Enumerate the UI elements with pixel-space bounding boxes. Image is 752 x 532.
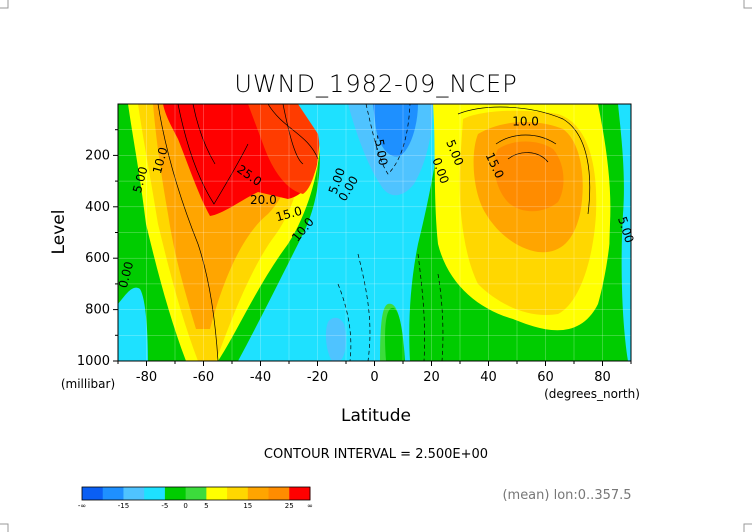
contour-line: [437, 273, 444, 361]
grid-lines: [118, 104, 631, 361]
contour-line: [507, 152, 549, 163]
band-ltblue-south-pocket: [325, 317, 347, 361]
x-tick-label: 0: [370, 370, 378, 385]
x-tick-label: 80: [594, 370, 611, 385]
y-tick-label: 800: [85, 303, 110, 318]
contour-line: [365, 104, 411, 175]
contour-plot-area: [118, 104, 631, 361]
contour-line: [457, 106, 591, 215]
colorbar-swatch: [227, 487, 249, 500]
x-tick-label: -80: [136, 370, 157, 385]
contour-line: [192, 104, 216, 165]
colorbar-frame: [81, 486, 311, 501]
contour-line: [157, 104, 219, 361]
contour-label: 10.0: [150, 146, 170, 175]
band-green-patch: [385, 307, 405, 361]
x-tick-label: 20: [423, 370, 440, 385]
colorbar-swatch: [123, 487, 145, 500]
y-axis: 200 400 600 800 1000: [77, 129, 118, 369]
contour-line: [282, 104, 304, 165]
colorbar-tick-label: -∞: [78, 502, 86, 510]
x-tick-label: -60: [193, 370, 214, 385]
band-green-polar-north: [598, 104, 628, 361]
colorbar-tick-label: 25: [285, 502, 294, 510]
band-red-tip: [248, 104, 320, 194]
x-tick-label: -40: [250, 370, 271, 385]
colorbar-swatch: [185, 487, 207, 500]
x-axis-unit: (degrees_north): [544, 387, 640, 401]
x-axis: -80 -60 -40 -20 0 20 40 60 80: [117, 361, 632, 385]
y-tick-label: 400: [85, 200, 110, 215]
colorbar-swatch: [164, 487, 187, 500]
x-tick-label: -20: [307, 370, 328, 385]
colorbar-tick-label: 15: [243, 502, 252, 510]
colorbar-swatch: [268, 487, 290, 500]
band-cyan-south-pocket: [118, 287, 148, 361]
colorbar-swatch: [247, 487, 270, 500]
contour-label: 0.00: [116, 260, 136, 289]
colorbar-tick-label: 5: [204, 502, 208, 510]
contour-line: [337, 283, 352, 361]
chart-title: UWND_1982-09_NCEP: [234, 70, 517, 98]
contour-label: 20.0: [250, 193, 277, 207]
colorbar-swatch: [82, 487, 104, 500]
colorbar-swatch: [144, 487, 166, 500]
x-tick-label: 40: [480, 370, 497, 385]
averaging-text: (mean) lon:0..357.5: [502, 488, 631, 503]
y-tick-label: 600: [85, 251, 110, 266]
contour-line: [177, 104, 249, 205]
y-tick-label: 200: [85, 148, 110, 163]
colorbar-tick-label: -5: [161, 502, 168, 510]
contour-label: 15.0: [274, 204, 303, 224]
colorbar-swatch: [289, 487, 311, 500]
y-axis-label: Level: [49, 210, 69, 255]
colorbar-swatch: [102, 487, 124, 500]
band-blue-upper: [373, 104, 418, 157]
contour-line: [267, 104, 319, 160]
x-tick-label: 60: [537, 370, 554, 385]
colorbar-tick-label: 0: [183, 502, 187, 510]
contour-label: 5.00: [130, 165, 150, 194]
colorbar-swatch: [206, 487, 228, 500]
colorbar: -∞ -15 -5 0 5 15 25 ∞: [78, 486, 313, 510]
colorbar-tick-label: ∞: [307, 502, 313, 510]
contour-label: -5.00: [371, 134, 390, 167]
contour-label: 10.0: [512, 114, 539, 128]
contour-interval-text: CONTOUR INTERVAL = 2.500E+00: [264, 447, 488, 462]
y-axis-unit: (millibar): [61, 377, 115, 391]
band-dorange-north: [494, 141, 564, 212]
colorbar-tick-label: -15: [118, 502, 129, 510]
x-axis-label: Latitude: [341, 406, 411, 426]
y-tick-label: 1000: [77, 354, 110, 369]
contour-line: [495, 134, 557, 145]
